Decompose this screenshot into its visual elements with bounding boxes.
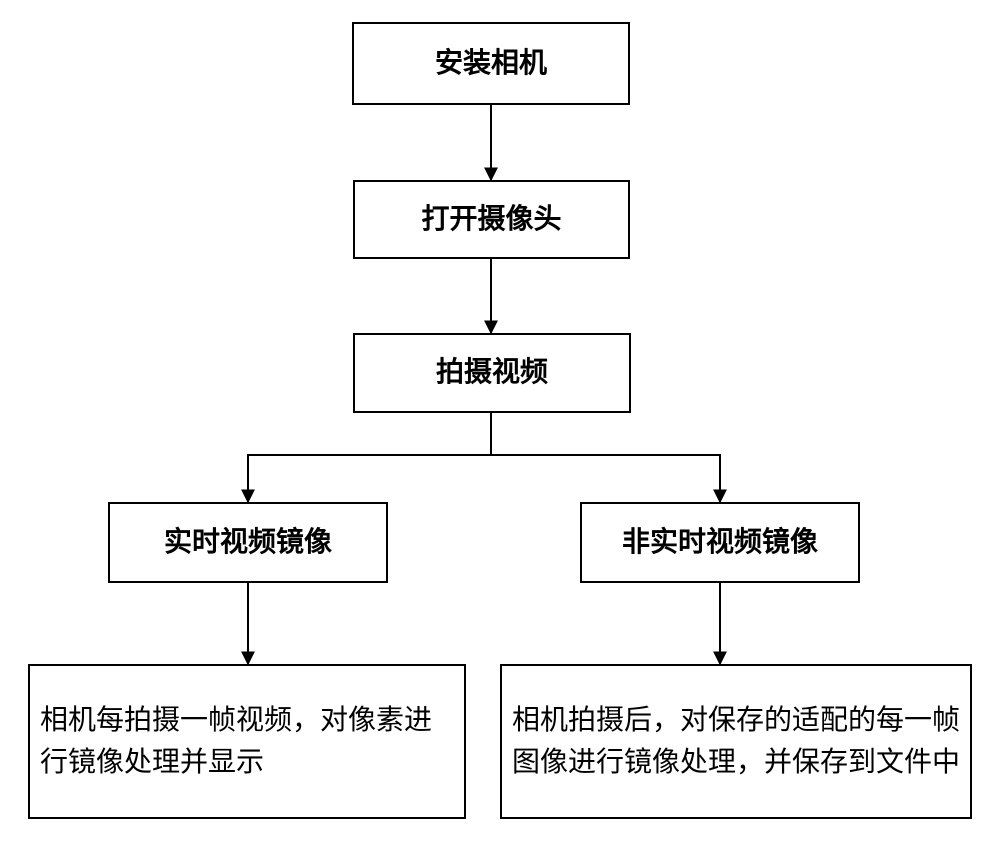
flow-node-n6: 相机每拍摄一帧视频，对像素进行镜像处理并显示 bbox=[28, 664, 466, 819]
flow-node-n5: 非实时视频镜像 bbox=[580, 502, 860, 583]
flow-node-n4: 实时视频镜像 bbox=[108, 502, 388, 583]
flow-node-n3: 拍摄视频 bbox=[353, 333, 631, 413]
flow-node-label: 打开摄像头 bbox=[421, 199, 561, 241]
flow-node-label: 拍摄视频 bbox=[436, 352, 548, 394]
flow-node-label: 相机每拍摄一帧视频，对像素进行镜像处理并显示 bbox=[40, 700, 454, 784]
flow-node-label: 相机拍摄后，对保存的适配的每一帧图像进行镜像处理，并保存到文件中 bbox=[512, 700, 960, 784]
flow-node-n2: 打开摄像头 bbox=[353, 180, 630, 259]
flow-node-label: 实时视频镜像 bbox=[164, 522, 332, 564]
flow-node-label: 非实时视频镜像 bbox=[622, 522, 818, 564]
flow-node-n1: 安装相机 bbox=[352, 22, 630, 105]
flow-node-label: 安装相机 bbox=[435, 43, 547, 85]
flow-edge-2 bbox=[248, 413, 491, 502]
flow-edge-3 bbox=[491, 413, 720, 502]
flow-node-n7: 相机拍摄后，对保存的适配的每一帧图像进行镜像处理，并保存到文件中 bbox=[500, 664, 972, 819]
